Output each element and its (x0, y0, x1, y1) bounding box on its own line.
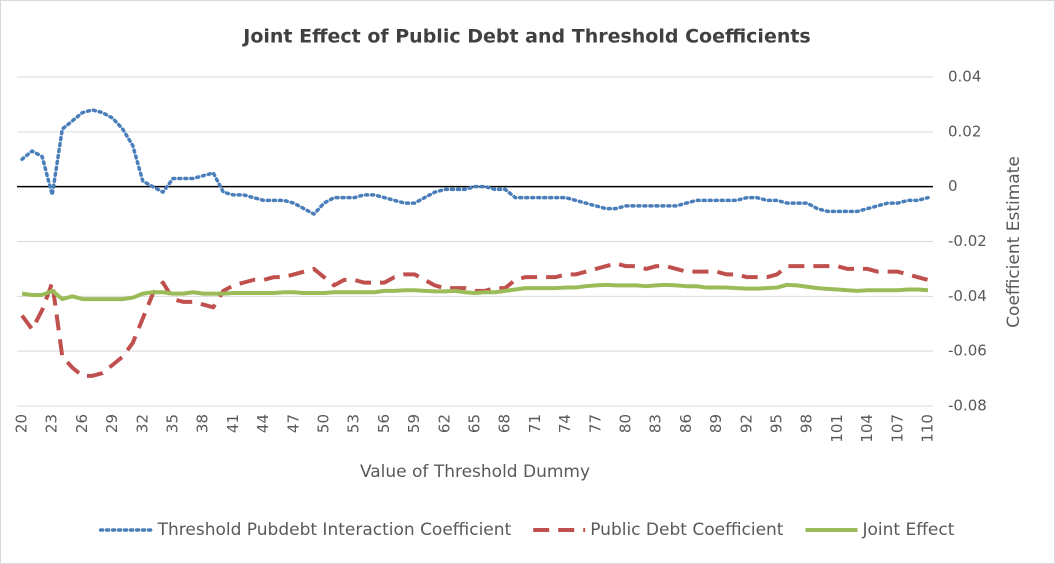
x-tick-label: 32 (133, 414, 151, 433)
x-tick-label: 92 (737, 414, 755, 433)
legend: Threshold Pubdebt Interaction Coefficien… (98, 520, 955, 540)
legend-label: Public Debt Coefficient (590, 520, 784, 540)
x-tick-label: 56 (375, 414, 393, 433)
x-tick-label: 107 (888, 414, 906, 443)
chart-title: Joint Effect of Public Debt and Threshol… (241, 26, 811, 48)
x-tick-label: 29 (103, 414, 121, 433)
x-tick-label: 98 (798, 414, 816, 433)
x-tick-label: 74 (556, 414, 574, 433)
x-tick-label: 26 (73, 414, 91, 433)
y-axis-title: Coefficient Estimate (1004, 156, 1024, 328)
x-tick-label: 53 (345, 414, 363, 433)
x-tick-label: 110 (918, 414, 936, 443)
x-tick-label: 50 (315, 414, 333, 433)
legend-label: Threshold Pubdebt Interaction Coefficien… (157, 520, 512, 540)
series-line (20, 261, 929, 378)
x-tick-label: 44 (254, 414, 272, 433)
x-tick-label: 35 (164, 414, 182, 433)
x-tick-label: 23 (43, 414, 61, 433)
series-line (21, 282, 929, 302)
y-tick-label: -0.04 (948, 287, 987, 305)
x-tick-label: 77 (586, 414, 604, 433)
legend-label: Joint Effect (861, 520, 954, 540)
y-tick-label: 0 (948, 177, 958, 195)
y-tick-label: -0.02 (948, 232, 987, 250)
x-tick-label: 83 (647, 414, 665, 433)
y-tick-label: -0.08 (948, 397, 987, 415)
x-tick-label: 47 (284, 414, 302, 433)
x-tick-label: 89 (707, 414, 725, 433)
x-tick-label: 38 (194, 414, 212, 433)
x-tick-label: 101 (828, 414, 846, 443)
x-tick-label: 59 (405, 414, 423, 433)
series-line (20, 108, 930, 216)
x-tick-label: 41 (224, 414, 242, 433)
x-tick-label: 95 (767, 414, 785, 433)
x-tick-label: 71 (526, 414, 544, 433)
y-tick-label: 0.04 (948, 68, 981, 86)
x-tick-label: 80 (616, 414, 634, 433)
x-tick-label: 68 (496, 414, 514, 433)
x-tick-label: 20 (13, 414, 31, 433)
y-tick-label: 0.02 (948, 122, 981, 140)
x-tick-label: 104 (858, 414, 876, 443)
x-tick-label: 65 (466, 414, 484, 433)
x-axis-title: Value of Threshold Dummy (360, 462, 590, 482)
y-tick-label: -0.06 (948, 342, 987, 360)
x-tick-label: 62 (435, 414, 453, 433)
x-tick-label: 86 (677, 414, 695, 433)
